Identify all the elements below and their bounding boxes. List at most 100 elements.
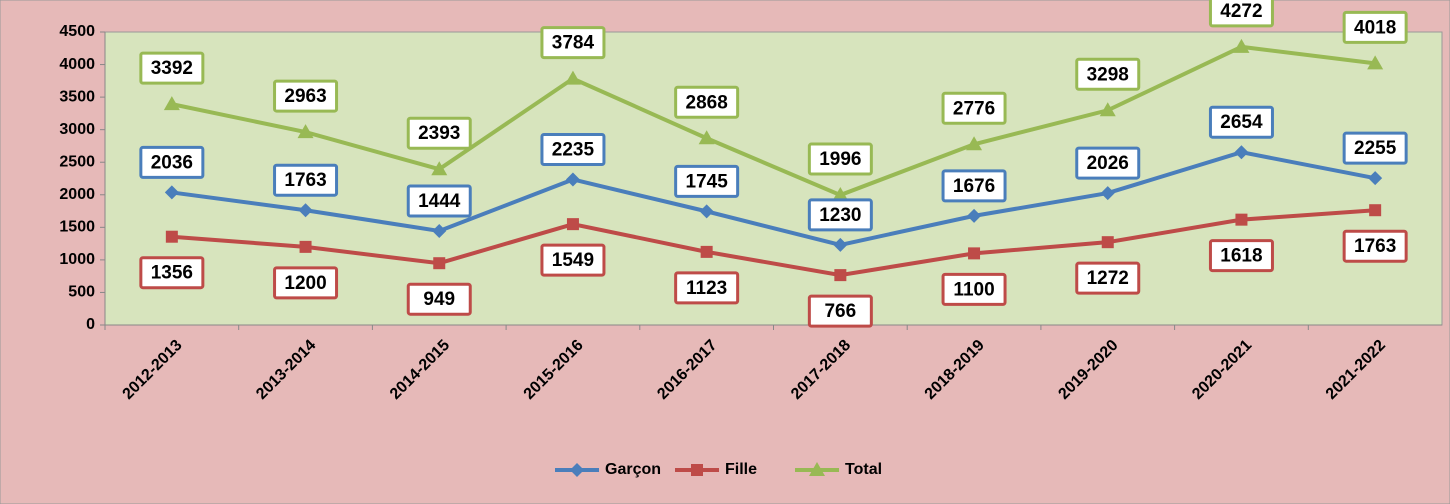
data-label-box (807, 198, 873, 232)
marker (699, 204, 714, 219)
data-label: 1618 (1220, 246, 1262, 267)
data-label-box (540, 26, 606, 60)
marker (1369, 204, 1382, 217)
data-label: 3392 (151, 58, 193, 79)
y-tick-label: 2500 (59, 153, 95, 170)
data-label: 2868 (686, 92, 728, 113)
y-tick-label: 4500 (59, 23, 95, 40)
data-label: 949 (423, 289, 455, 310)
data-label: 2393 (418, 123, 460, 144)
marker (967, 208, 982, 223)
marker (298, 203, 313, 218)
series-line (171, 44, 1376, 198)
data-label-box (1208, 105, 1274, 139)
data-label: 1763 (1354, 236, 1396, 257)
marker (163, 96, 180, 111)
y-tick-label: 3000 (59, 121, 95, 138)
data-label: 766 (824, 301, 856, 322)
data-label: 1230 (819, 205, 861, 226)
data-label-box (273, 163, 339, 197)
marker (1234, 145, 1249, 160)
data-label: 1100 (953, 279, 994, 300)
data-label: 1444 (418, 191, 461, 212)
y-tick-label: 1000 (59, 251, 95, 268)
data-label-box (674, 85, 740, 119)
marker (570, 463, 584, 477)
data-label-box (1342, 229, 1408, 263)
data-label-box (139, 256, 205, 290)
data-label-box (406, 282, 472, 316)
marker (299, 240, 312, 253)
data-label-box (807, 142, 873, 176)
y-tick-label: 0 (86, 316, 95, 333)
data-label: 1272 (1087, 268, 1129, 289)
marker (1368, 171, 1383, 186)
data-label-box (540, 132, 606, 166)
marker (698, 130, 715, 145)
data-label-box (807, 294, 873, 328)
y-tick-label: 3500 (59, 88, 95, 105)
data-label-box (273, 266, 339, 300)
legend-label: Garçon (605, 461, 661, 478)
marker (565, 172, 580, 187)
marker (431, 161, 448, 176)
data-label: 4018 (1354, 17, 1396, 38)
data-label-box (1075, 146, 1141, 180)
data-label-box (941, 169, 1007, 203)
marker (809, 462, 825, 476)
data-label-box (540, 243, 606, 277)
data-label: 1745 (686, 171, 729, 192)
marker (691, 464, 703, 476)
marker (968, 247, 981, 260)
data-label: 3298 (1087, 64, 1129, 85)
marker (564, 70, 581, 85)
data-label: 1356 (151, 263, 193, 284)
data-label: 2026 (1087, 153, 1129, 174)
legend-label: Fille (725, 461, 757, 478)
series-line (171, 208, 1376, 278)
y-tick-label: 4000 (59, 56, 95, 73)
data-label: 1200 (284, 273, 326, 294)
marker (1100, 186, 1115, 201)
series-line (171, 150, 1376, 247)
data-label-box (674, 164, 740, 198)
data-label: 4272 (1220, 1, 1262, 22)
data-label: 2963 (284, 86, 326, 107)
marker (1235, 213, 1248, 226)
marker (834, 269, 847, 282)
data-label: 3784 (552, 33, 595, 54)
marker (164, 185, 179, 200)
data-label: 2255 (1354, 138, 1397, 159)
y-tick-label: 1500 (59, 219, 95, 236)
data-label-box (1075, 261, 1141, 295)
marker (832, 187, 849, 202)
marker (566, 218, 579, 231)
marker (1367, 55, 1384, 70)
data-label-box (941, 272, 1007, 306)
marker (432, 223, 447, 238)
marker (165, 230, 178, 243)
y-tick-label: 500 (68, 284, 95, 301)
data-label-box (1342, 10, 1408, 44)
data-label-box (273, 79, 339, 113)
legend-label: Total (845, 461, 882, 478)
data-label: 2654 (1220, 112, 1263, 133)
data-label: 1996 (819, 149, 861, 170)
marker (297, 124, 314, 139)
marker (1099, 102, 1116, 117)
data-label-box (1208, 0, 1274, 28)
data-label-box (674, 271, 740, 305)
data-label-box (941, 91, 1007, 125)
marker (700, 245, 713, 258)
data-label-box (1342, 131, 1408, 165)
marker (966, 136, 983, 151)
data-label-box (1075, 57, 1141, 91)
data-label: 2235 (552, 139, 595, 160)
data-label: 2776 (953, 98, 995, 119)
marker (1233, 38, 1250, 53)
y-tick-label: 2000 (59, 186, 95, 203)
data-label: 2036 (151, 152, 193, 173)
data-label-box (139, 51, 205, 85)
marker (833, 237, 848, 252)
